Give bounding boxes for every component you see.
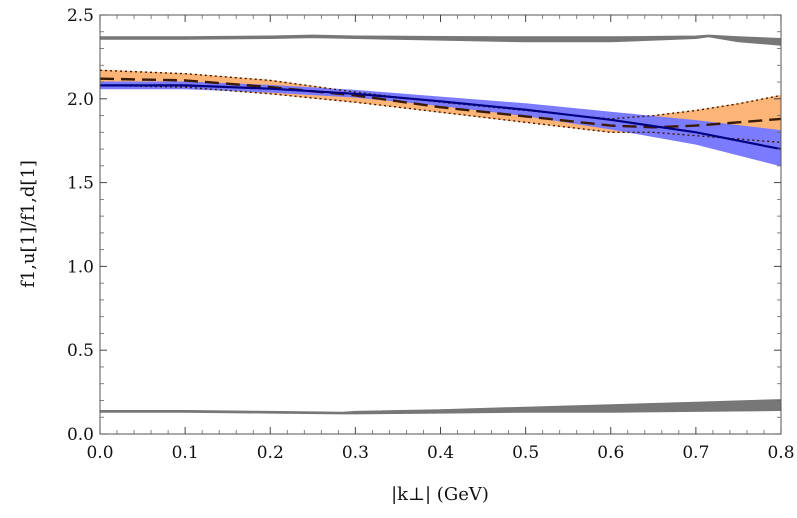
x-tick-label: 0.2 bbox=[257, 443, 284, 463]
x-tick-label: 0.7 bbox=[682, 443, 709, 463]
x-tick-label: 0.1 bbox=[172, 443, 199, 463]
y-tick-label: 2.5 bbox=[67, 6, 94, 26]
solid-central-curve bbox=[100, 84, 781, 151]
x-tick-label: 0.4 bbox=[427, 443, 454, 463]
y-axis-label: f1,u[1]/f1,d[1] bbox=[18, 160, 39, 288]
y-tick-label: 1.5 bbox=[67, 174, 94, 194]
tick-layer: 0.0 0.1 0.2 0.3 0.4 0.5 0.6 0.7 0.8 0.0 0.5 1.0 1.5 2… bbox=[67, 6, 795, 463]
dashed-central-curve bbox=[100, 77, 781, 129]
blue-band bbox=[100, 81, 781, 167]
y-tick-label: 0.0 bbox=[67, 425, 94, 445]
y-tick-label: 0.5 bbox=[67, 341, 94, 361]
upper-gray-band bbox=[100, 34, 781, 46]
x-axis-label: |k⊥| (GeV) bbox=[391, 484, 489, 505]
x-tick-label: 0.6 bbox=[597, 443, 624, 463]
x-tick-label: 0.0 bbox=[86, 443, 113, 463]
y-tick-label: 1.0 bbox=[67, 257, 94, 277]
x-tick-label: 0.3 bbox=[342, 443, 369, 463]
x-tick-label: 0.5 bbox=[512, 443, 539, 463]
series-layer bbox=[100, 34, 781, 415]
lower-gray-band bbox=[100, 399, 781, 415]
y-tick-label: 2.0 bbox=[67, 90, 94, 110]
x-tick-label: 0.8 bbox=[767, 443, 794, 463]
